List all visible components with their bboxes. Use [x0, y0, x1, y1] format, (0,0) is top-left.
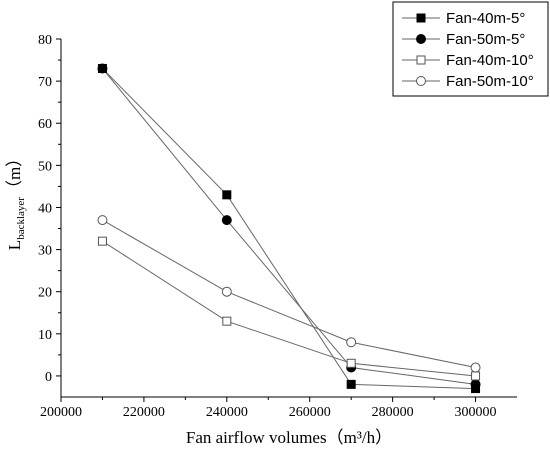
y-tick-label: 20 [38, 286, 52, 301]
data-point-series-1 [346, 379, 356, 389]
legend-label: Fan-40m-10° [446, 52, 534, 69]
data-point-series-4 [97, 215, 108, 226]
y-tick-label: 10 [38, 328, 52, 343]
x-tick-label: 240000 [206, 405, 248, 420]
series-line-2 [102, 68, 476, 385]
data-point-series-3 [346, 358, 356, 368]
legend: Fan-40m-5° Fan-50m-5° Fan-40m-10° Fan-50m-1… [392, 1, 549, 97]
data-point-series-4 [470, 362, 481, 373]
x-axis-title: Fan airflow volumes（m³/h） [186, 428, 392, 447]
x-tick-label: 300000 [455, 405, 497, 420]
data-point-series-2 [97, 63, 108, 74]
series-line-1 [102, 68, 476, 390]
series-line-4 [102, 219, 476, 369]
legend-marker [416, 34, 426, 44]
data-point-series-3 [97, 236, 107, 246]
y-tick-label: 80 [38, 33, 52, 48]
x-tick-label: 200000 [40, 405, 82, 420]
series-markers [97, 63, 481, 394]
x-axis-ticks: 200000 220000 240000 260000 280000 300000 [40, 397, 497, 420]
y-tick-label: 50 [38, 159, 52, 174]
data-point-series-2 [221, 215, 232, 226]
y-axis-title-main: L [5, 240, 24, 250]
legend-marker [416, 76, 426, 86]
legend-label: Fan-40m-5° [446, 10, 525, 27]
y-tick-label: 30 [38, 244, 52, 259]
series-lines [102, 68, 476, 390]
legend-label: Fan-50m-10° [446, 73, 534, 90]
y-axis-title-subscript: backlayer [15, 197, 27, 240]
y-axis-title: Lbacklayer（m） [5, 150, 27, 250]
data-point-series-3 [471, 371, 481, 381]
y-axis-title-unit: （m） [5, 150, 24, 197]
data-point-series-3 [222, 316, 232, 326]
data-point-series-4 [346, 337, 357, 348]
x-tick-label: 280000 [372, 405, 414, 420]
x-tick-label: 260000 [289, 405, 331, 420]
data-point-series-2 [470, 379, 481, 390]
data-point-series-1 [222, 190, 232, 200]
y-tick-label: 70 [38, 75, 52, 90]
legend-label: Fan-50m-5° [446, 31, 525, 48]
legend-marker [416, 13, 426, 23]
y-axis-ticks: 0 10 20 30 40 50 60 70 80 [38, 33, 61, 385]
y-tick-label: 60 [38, 117, 52, 132]
x-tick-label: 220000 [123, 405, 165, 420]
y-tick-label: 0 [45, 370, 52, 385]
legend-marker [416, 55, 426, 65]
data-point-series-4 [221, 286, 232, 297]
series-line-3 [102, 240, 476, 377]
y-tick-label: 40 [38, 201, 52, 216]
